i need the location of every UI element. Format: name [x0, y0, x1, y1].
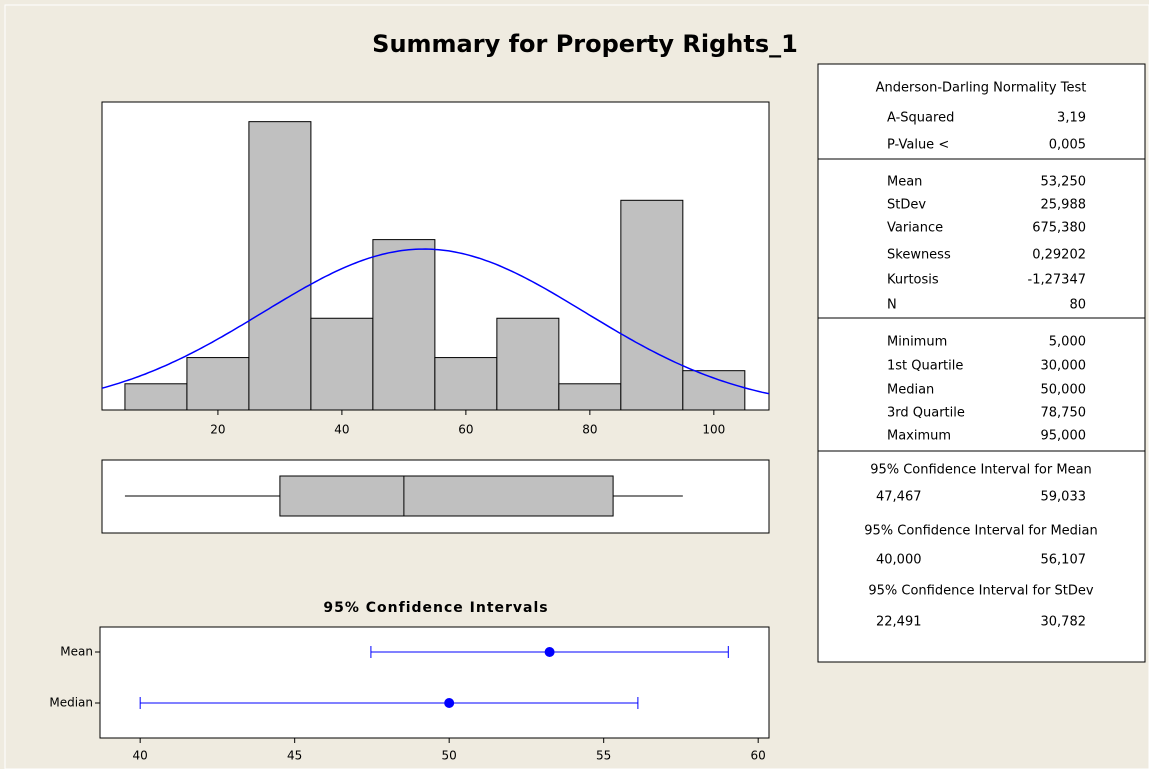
stat-label: Variance: [887, 221, 943, 236]
bar: [372, 239, 436, 411]
stat-value: 3,19: [1057, 111, 1086, 126]
stat-value: 0,29202: [1032, 248, 1086, 263]
stat-label: Skewness: [887, 248, 951, 263]
x-tick-label: 40: [133, 749, 148, 763]
estimate-point: [444, 698, 455, 708]
box: [279, 475, 614, 517]
x-tick-label: 60: [751, 749, 766, 763]
ci-label: 95% Confidence Interval for StDev: [868, 584, 1094, 599]
stat-label: Kurtosis: [887, 273, 939, 288]
plot-area: [99, 626, 770, 739]
ci-label: 95% Confidence Interval for Mean: [870, 463, 1092, 478]
x-tick-label: 50: [442, 749, 457, 763]
y-tick-label: Mean: [60, 645, 93, 659]
stat-value: 95,000: [1041, 429, 1087, 444]
estimate-point: [544, 647, 555, 657]
bar: [310, 317, 374, 411]
x-tick-label: 55: [596, 749, 611, 763]
x-tick-label: 60: [458, 423, 473, 437]
stat-label: N: [887, 298, 897, 313]
ci-low: 47,467: [876, 490, 922, 505]
ci-high: 30,782: [1041, 615, 1087, 630]
stat-value: 675,380: [1032, 221, 1086, 236]
bar: [496, 317, 560, 411]
stat-value: 25,988: [1041, 198, 1087, 213]
ci-low: 40,000: [876, 553, 922, 568]
ci-label: 95% Confidence Interval for Median: [864, 524, 1097, 539]
stats-table: [817, 63, 1146, 663]
title: Summary for Property Rights_1: [372, 30, 798, 58]
stat-value: 5,000: [1049, 335, 1086, 350]
stat-value: 53,250: [1041, 175, 1087, 190]
ci-low: 22,491: [876, 615, 922, 630]
x-tick-label: 80: [582, 423, 597, 437]
bar: [124, 383, 188, 411]
bar: [558, 383, 622, 411]
stat-label: 1st Quartile: [887, 359, 963, 374]
x-tick-label: 20: [210, 423, 225, 437]
stats-title: Anderson-Darling Normality Test: [876, 81, 1087, 96]
stat-value: 0,005: [1049, 138, 1086, 153]
stat-label: Median: [887, 383, 934, 398]
ci-high: 56,107: [1041, 553, 1087, 568]
bar: [248, 121, 312, 411]
stat-value: 78,750: [1041, 406, 1087, 421]
stat-label: 3rd Quartile: [887, 406, 965, 421]
ci-high: 59,033: [1041, 490, 1087, 505]
stat-label: StDev: [887, 198, 926, 213]
stat-value: 30,000: [1041, 359, 1087, 374]
stat-value: -1,27347: [1028, 273, 1086, 288]
stat-value: 80: [1069, 298, 1086, 313]
stat-label: A-Squared: [887, 111, 954, 126]
bar: [186, 357, 250, 411]
y-tick-label: Median: [49, 696, 93, 710]
bar: [620, 199, 684, 411]
x-tick-label: 45: [287, 749, 302, 763]
x-tick-label: 40: [334, 423, 349, 437]
normal-curve: [101, 248, 770, 395]
stat-label: Mean: [887, 175, 922, 190]
ci-title: 95% Confidence Intervals: [323, 600, 548, 616]
x-tick-label: 100: [702, 423, 725, 437]
stat-label: Minimum: [887, 335, 947, 350]
bar: [434, 357, 498, 411]
stat-value: 50,000: [1041, 383, 1087, 398]
stat-label: Maximum: [887, 429, 951, 444]
bar: [682, 370, 746, 411]
stat-label: P-Value <: [887, 138, 949, 153]
